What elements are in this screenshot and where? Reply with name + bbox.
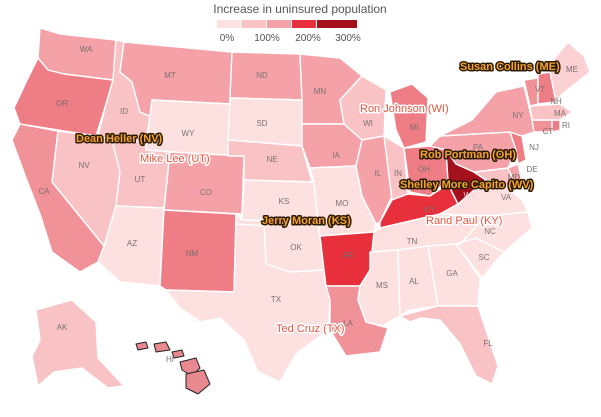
state-label-hi: HI [166,355,174,364]
state-label-tx: TX [271,295,282,304]
state-label-sd: SD [256,119,267,128]
legend-tick-3: 300% [335,33,361,44]
state-ak [31,299,125,389]
senator-label-cruz: Ted Cruz (TX) [276,323,344,335]
state-label-de: DE [526,165,537,174]
legend-title: Increase in uninsured population [213,2,386,16]
state-label-il: IL [375,169,382,178]
state-label-va: VA [501,193,512,202]
state-label-ca: CA [38,187,50,196]
senator-label-collins: Susan Collins (ME) [460,61,560,73]
state-mi [389,83,429,149]
state-wy [145,99,231,157]
state-label-mo: MO [336,199,349,208]
state-label-id: ID [120,107,128,116]
state-label-wy: WY [182,129,196,138]
legend-swatch-4 [317,20,357,28]
state-label-ks: KS [279,197,290,206]
state-label-pa: PA [473,143,484,152]
legend-tick-2: 200% [295,33,321,44]
legend-tick-1: 100% [254,33,280,44]
state-ma [529,103,573,121]
state-fl [399,305,499,385]
senator-label-capito: Shelley More Capito (WV) [400,179,534,191]
state-label-nc: NC [484,227,496,236]
state-label-wa: WA [80,45,93,54]
state-hi [135,341,211,395]
legend: Increase in uninsured population 0% 100%… [213,2,386,44]
state-label-ny: NY [512,111,524,120]
state-de [507,163,523,187]
senator-label-heller: Dean Heller (NV) [76,133,163,145]
state-label-mn: MN [314,87,327,96]
senator-label-johnson: Ron Johnson (WI) [360,103,449,115]
state-or [13,57,114,137]
state-label-az: AZ [127,239,137,248]
state-label-ma: MA [554,109,567,118]
state-label-ok: OK [290,243,302,252]
state-label-nv: NV [78,161,90,170]
state-tx [165,223,331,383]
state-label-me: ME [566,65,578,74]
state-me [547,41,591,103]
state-label-md: MD [508,173,521,182]
state-label-nj: NJ [529,143,539,152]
state-label-wv: WV [464,191,478,200]
state-label-nd: ND [256,71,268,80]
state-label-in: IN [394,169,402,178]
state-label-ky: KY [425,205,436,214]
senator-label-portman: Rob Portman (OH) [420,149,516,161]
state-label-ak: AK [57,323,68,332]
state-label-ga: GA [446,269,458,278]
senator-label-paul: Rand Paul (KY) [426,215,502,227]
state-label-ne: NE [266,155,277,164]
legend-swatch-0 [217,20,241,28]
state-hi-island-3 [171,349,185,359]
state-labels: WA OR CA ID NV MT WY UT AZ CO NM ND SD N… [38,45,578,364]
state-hi-island-1 [135,341,149,351]
state-label-mt: MT [164,71,176,80]
senator-label-moran: Jerry Moran (KS) [262,215,351,227]
state-al [397,245,439,317]
state-label-la: LA [343,319,353,328]
senator-label-lee: Mike Lee (UT) [140,153,210,165]
state-label-mi: MI [410,123,419,132]
states-layer [11,27,591,395]
legend-swatch-1 [242,20,266,28]
state-label-ia: IA [332,151,340,160]
legend-tick-0: 0% [220,33,235,44]
state-ga [427,243,481,307]
state-label-al: AL [409,277,419,286]
state-label-nm: NM [186,249,199,258]
state-label-sc: SC [478,253,489,262]
state-hi-island-2 [153,341,171,353]
state-label-tn: TN [407,237,418,246]
state-label-fl: FL [483,339,493,348]
state-label-ct: CT [543,127,554,136]
legend-swatch-3 [292,20,316,28]
state-label-nh: NH [550,97,562,106]
state-az [97,205,165,287]
state-label-oh: OH [418,165,430,174]
state-label-or: OR [56,99,68,108]
state-label-vt: VT [535,85,545,94]
legend-swatch-2 [267,20,291,28]
state-label-ut: UT [135,175,146,184]
senator-labels: Susan Collins (ME) Ron Johnson (WI) Dean… [75,60,562,337]
state-label-ar: AR [342,251,353,260]
state-label-ms: MS [376,281,388,290]
state-hi-island-5 [185,369,211,395]
state-label-wi: WI [363,119,373,128]
state-label-ri: RI [562,121,570,130]
state-label-co: CO [200,188,212,197]
